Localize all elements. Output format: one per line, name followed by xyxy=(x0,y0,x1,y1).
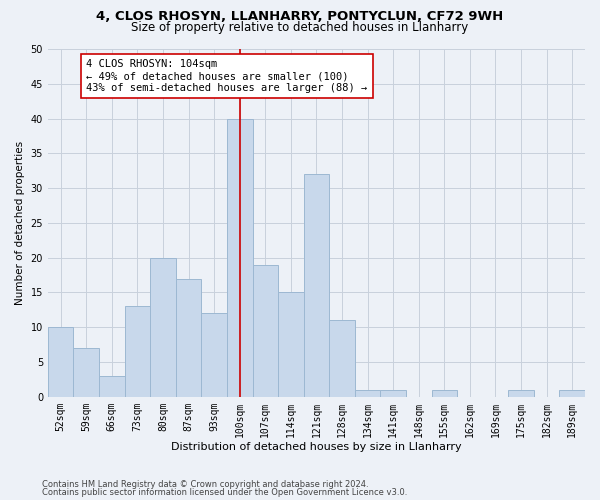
Bar xyxy=(176,278,202,397)
Bar xyxy=(73,348,99,397)
Bar xyxy=(355,390,380,397)
X-axis label: Distribution of detached houses by size in Llanharry: Distribution of detached houses by size … xyxy=(171,442,462,452)
Text: 4, CLOS RHOSYN, LLANHARRY, PONTYCLUN, CF72 9WH: 4, CLOS RHOSYN, LLANHARRY, PONTYCLUN, CF… xyxy=(97,10,503,23)
Bar xyxy=(202,314,227,397)
Bar xyxy=(380,390,406,397)
Text: Contains HM Land Registry data © Crown copyright and database right 2024.: Contains HM Land Registry data © Crown c… xyxy=(42,480,368,489)
Text: 4 CLOS RHOSYN: 104sqm
← 49% of detached houses are smaller (100)
43% of semi-det: 4 CLOS RHOSYN: 104sqm ← 49% of detached … xyxy=(86,60,368,92)
Bar xyxy=(559,390,585,397)
Text: Size of property relative to detached houses in Llanharry: Size of property relative to detached ho… xyxy=(131,21,469,34)
Bar xyxy=(304,174,329,397)
Bar xyxy=(329,320,355,397)
Bar xyxy=(125,306,150,397)
Bar xyxy=(508,390,534,397)
Bar xyxy=(227,118,253,397)
Bar xyxy=(150,258,176,397)
Y-axis label: Number of detached properties: Number of detached properties xyxy=(15,141,25,305)
Text: Contains public sector information licensed under the Open Government Licence v3: Contains public sector information licen… xyxy=(42,488,407,497)
Bar xyxy=(278,292,304,397)
Bar xyxy=(253,264,278,397)
Bar xyxy=(431,390,457,397)
Bar xyxy=(48,328,73,397)
Bar xyxy=(99,376,125,397)
